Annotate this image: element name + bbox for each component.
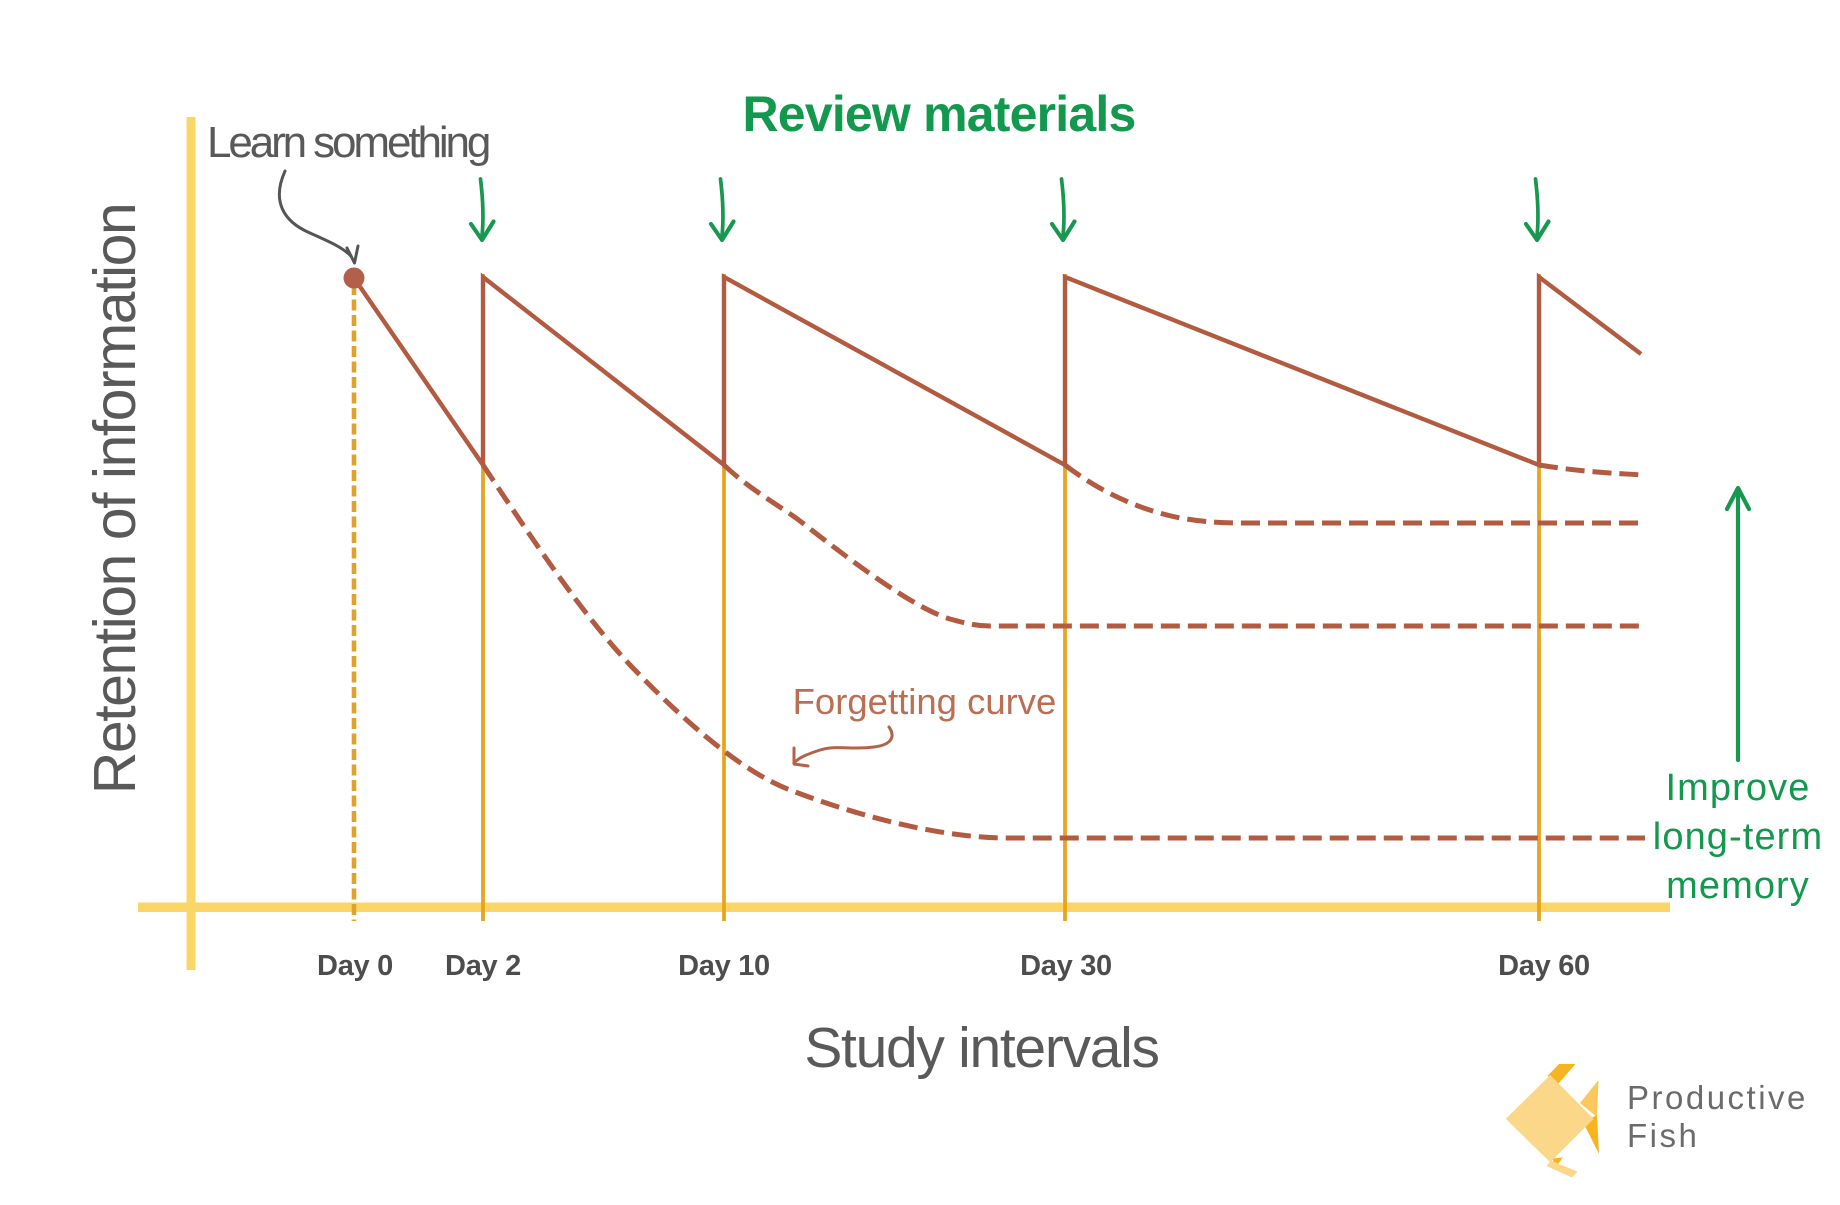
svg-text:Day 0: Day 0 <box>317 950 393 982</box>
svg-text:Fish: Fish <box>1627 1117 1699 1154</box>
svg-text:Study intervals: Study intervals <box>804 1016 1158 1080</box>
svg-text:long-term: long-term <box>1653 816 1823 858</box>
svg-text:Improve: Improve <box>1666 767 1811 809</box>
svg-text:Learn something: Learn something <box>207 118 489 167</box>
svg-text:Day 2: Day 2 <box>445 950 521 982</box>
svg-text:memory: memory <box>1666 865 1810 907</box>
svg-text:Productive: Productive <box>1627 1079 1808 1116</box>
svg-text:Day 10: Day 10 <box>678 950 770 982</box>
svg-text:Retention of information: Retention of information <box>82 204 148 794</box>
svg-text:Forgetting curve: Forgetting curve <box>793 681 1057 722</box>
svg-text:Day 60: Day 60 <box>1498 950 1590 982</box>
svg-text:Review materials: Review materials <box>743 86 1136 142</box>
svg-text:Day 30: Day 30 <box>1020 950 1112 982</box>
